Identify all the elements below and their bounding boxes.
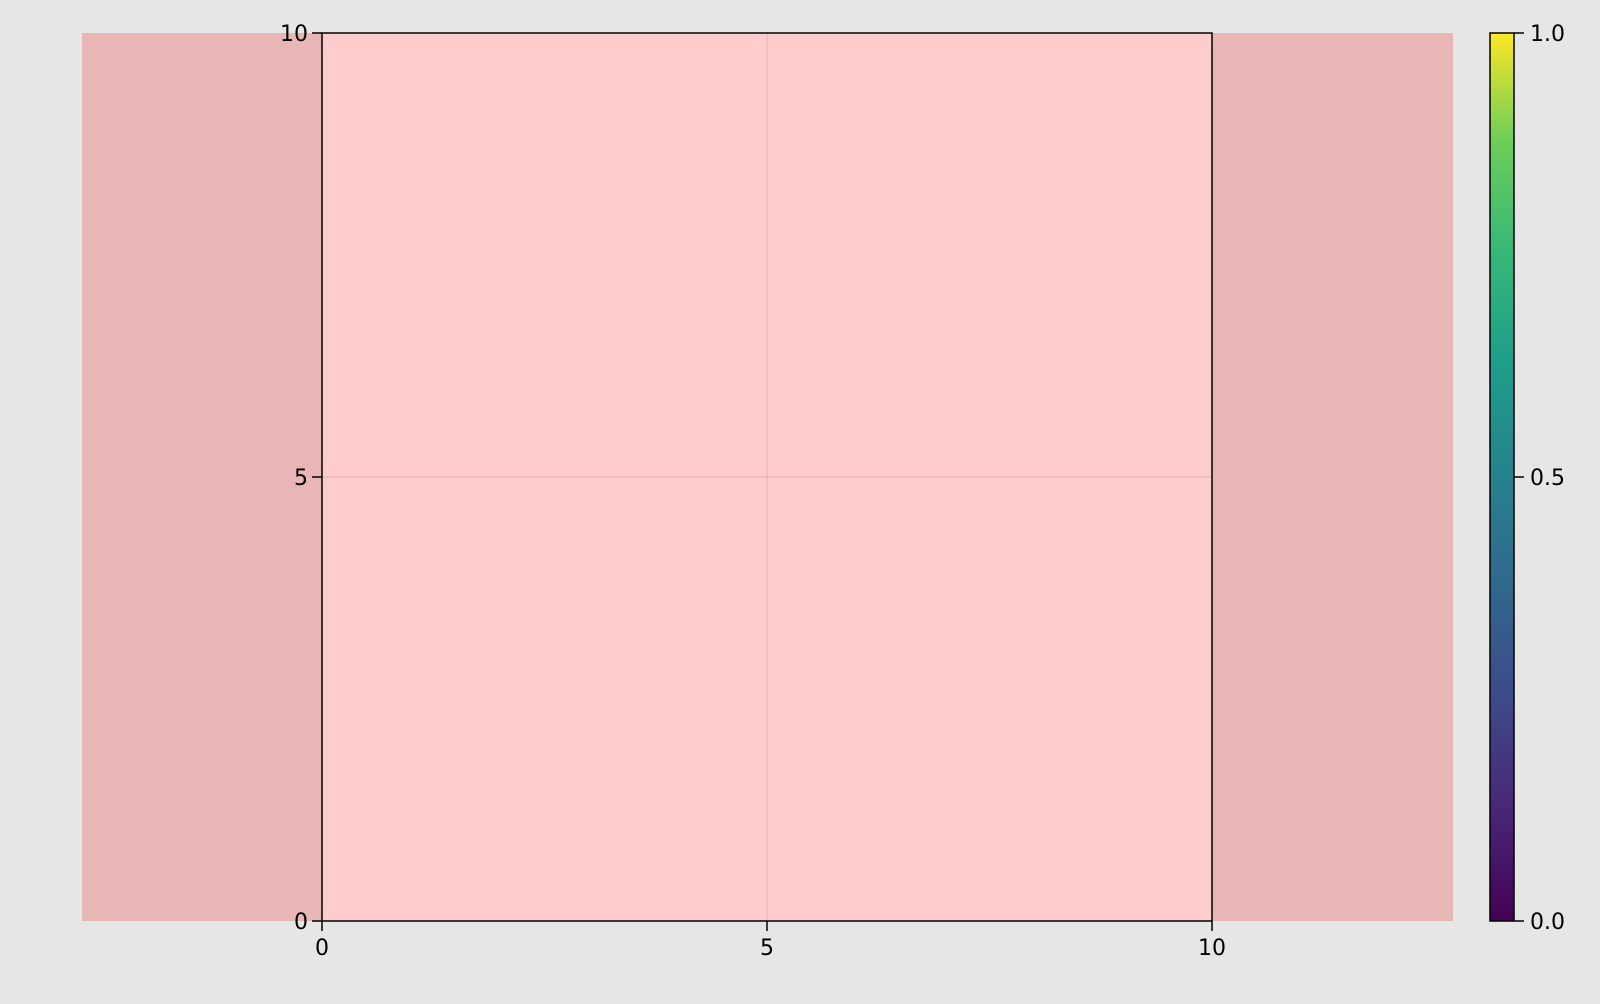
y-tick-label: 5 [294,466,308,491]
x-axis: 0 5 10 [315,921,1226,961]
x-tick-label: 10 [1198,936,1226,961]
y-tick-label: 0 [294,910,308,935]
colorbar-tick-label: 0.0 [1530,910,1565,935]
colorbar [1489,32,1515,922]
plot-area [322,33,1212,921]
colorbar-tick-label: 1.0 [1530,22,1565,47]
colorbar-axis: 0.0 0.5 1.0 [1514,22,1565,935]
x-tick-label: 5 [760,936,774,961]
x-tick-label: 0 [315,936,329,961]
y-tick-label: 10 [280,22,308,47]
colorbar-tick-label: 0.5 [1530,466,1565,491]
y-axis: 0 5 10 [280,22,322,935]
